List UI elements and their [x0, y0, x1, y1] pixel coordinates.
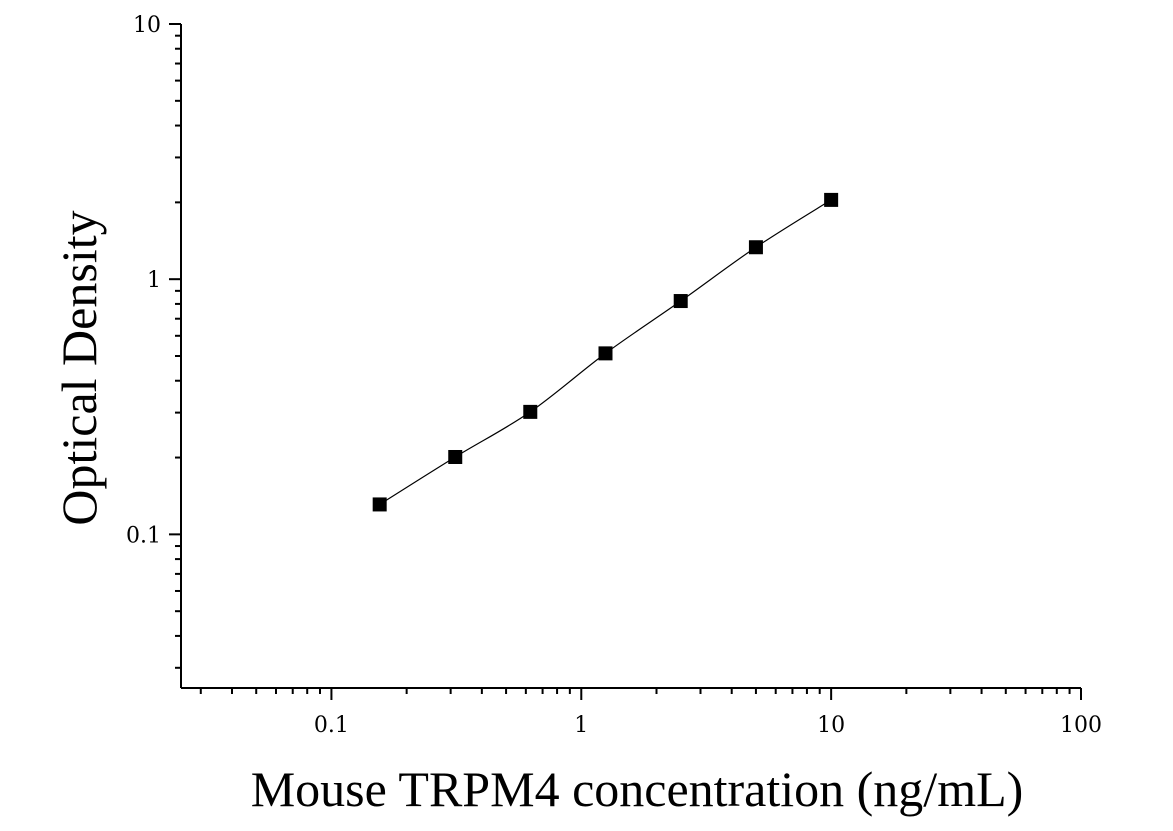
y-axis-title: Optical Density	[51, 210, 107, 525]
x-tick-label: 10	[817, 713, 845, 738]
y-tick-label: 1	[147, 268, 161, 293]
x-axis-title: Mouse TRPM4 concentration (ng/mL)	[251, 761, 1024, 817]
data-point	[748, 240, 763, 255]
x-tick-label: 100	[1060, 713, 1102, 738]
data-point	[824, 192, 839, 207]
data-point	[448, 449, 463, 464]
y-axis-tick-labels: 0.1 1 10	[126, 13, 161, 548]
data-point	[523, 404, 538, 419]
x-tick-label: 1	[574, 713, 588, 738]
x-axis-ticks	[199, 688, 1082, 700]
y-axis-ticks	[169, 23, 181, 669]
x-tick-label: 0.1	[314, 713, 349, 738]
data-point	[598, 346, 613, 361]
data-point	[673, 294, 688, 309]
data-points	[372, 192, 839, 512]
y-tick-label: 10	[133, 13, 161, 38]
axes	[180, 24, 1081, 689]
y-tick-label: 0.1	[126, 523, 161, 548]
x-axis-tick-labels: 0.1 1 10 100	[314, 713, 1102, 738]
data-point	[372, 497, 387, 512]
